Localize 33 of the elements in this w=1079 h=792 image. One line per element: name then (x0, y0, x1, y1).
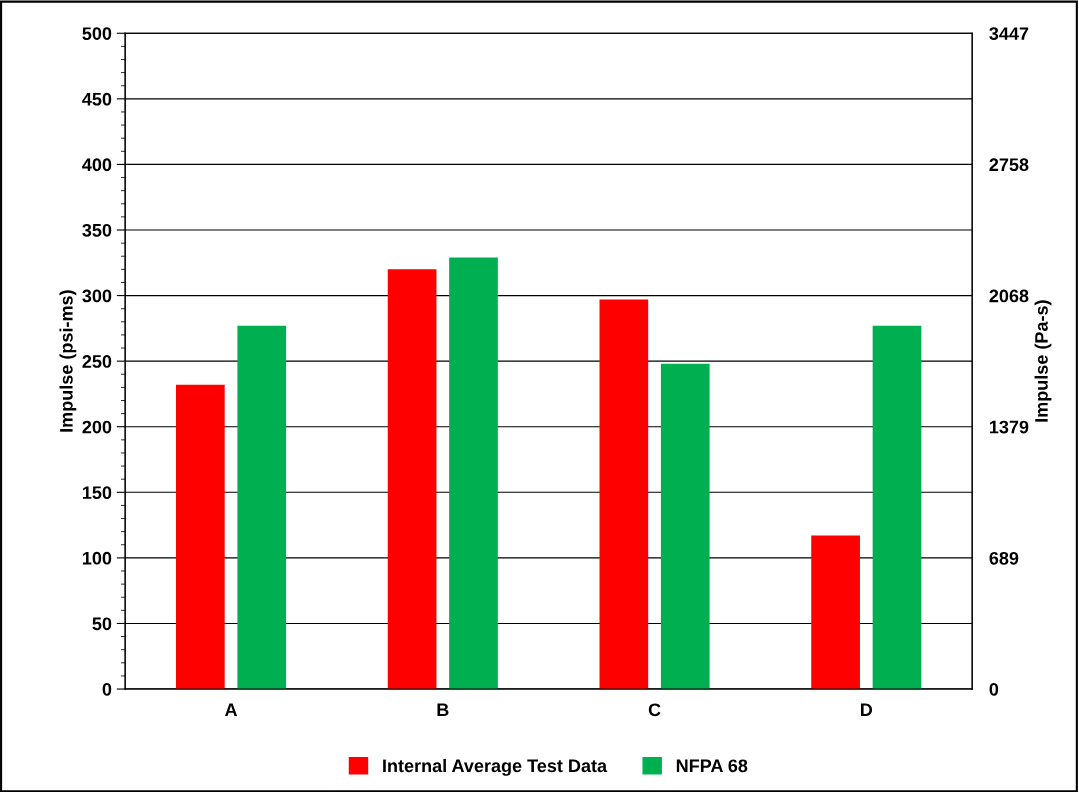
y-tick-label: 400 (82, 158, 112, 172)
y2-tick-label: 689 (989, 551, 1019, 565)
y2-axis-title: Impulse (Pa-s) (1034, 300, 1052, 422)
bar (599, 299, 649, 690)
legend-label: NFPA 68 (676, 759, 748, 773)
x-tick-label: B (437, 703, 449, 717)
bar (872, 325, 922, 690)
y-axis-title: Impulse (psi-ms) (59, 290, 77, 432)
y2-tick-label: 1379 (989, 420, 1029, 434)
y-tick-label: 300 (82, 289, 112, 303)
bar (449, 257, 498, 690)
y-tick-label: 450 (82, 92, 112, 106)
x-tick-label: A (224, 703, 238, 717)
bar (175, 384, 225, 690)
y2-tick-label: 0 (989, 682, 999, 696)
y-tick-label: 250 (82, 355, 112, 368)
y-tick-label: 200 (82, 420, 112, 434)
bar (660, 363, 710, 690)
bar (237, 325, 287, 690)
y-tick-label: 50 (92, 617, 112, 631)
legend-label: Internal Average Test Data (383, 758, 608, 776)
y2-tick-label: 2068 (989, 289, 1029, 303)
y-tick-label: 150 (82, 486, 112, 500)
x-tick-label: D (860, 703, 873, 717)
bar (387, 269, 437, 690)
y2-tick-label: 3447 (989, 27, 1029, 41)
y-tick-label: 350 (82, 223, 112, 237)
y-tick-label: 0 (102, 682, 112, 696)
y-tick-label: 500 (82, 27, 112, 40)
y2-tick-label: 2758 (989, 158, 1029, 172)
bar (811, 535, 860, 690)
x-tick-label: C (648, 703, 661, 717)
y-tick-label: 100 (82, 551, 112, 565)
